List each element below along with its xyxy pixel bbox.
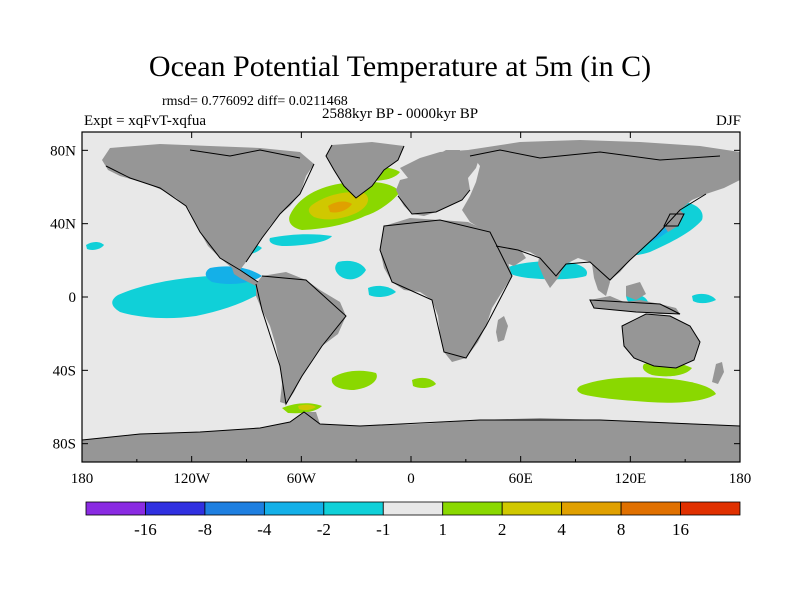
y-tick-label: 80S	[53, 437, 76, 453]
land-greenland	[326, 142, 404, 198]
x-tick-label: 180	[729, 471, 752, 487]
colorbar: -16 -8 -4 -2 -1 1 2 4 8 16	[85, 501, 741, 539]
colorbar-swatch	[204, 501, 265, 516]
north-pacific-cool-anomaly	[86, 242, 104, 250]
colorbar-swatch	[263, 501, 325, 516]
coastline-east-america	[245, 163, 315, 263]
colorbar-swatch	[145, 501, 206, 516]
land-south-america	[256, 272, 346, 404]
land-scandinavia	[428, 150, 460, 186]
coastline-europe	[397, 189, 471, 215]
y-axis: 80N 40N 0 40S 80S	[50, 143, 740, 453]
land-australia	[622, 314, 700, 368]
colorbar-label: 8	[617, 520, 626, 539]
coastline-indonesia	[589, 299, 681, 315]
coastline-asia	[495, 193, 707, 281]
period-label: 2588kyr BP - 0000kyr BP	[322, 106, 479, 122]
land-north-america	[102, 144, 314, 270]
colorbar-swatch	[323, 501, 384, 516]
x-tick-label: 180	[71, 471, 94, 487]
colorbar-label: -8	[198, 520, 212, 539]
coastline-japan	[663, 213, 685, 227]
gulf-stream-cool-anomaly	[269, 234, 332, 246]
colorbar-swatch	[501, 501, 563, 516]
experiment-label: Expt = xqFvT-xqfua	[84, 113, 207, 129]
colorbar-label: -16	[134, 520, 157, 539]
coastline-australia	[621, 313, 701, 369]
x-tick-label: 60W	[287, 471, 317, 487]
equatorial-atlantic-cool-anomaly	[335, 260, 366, 280]
coastline-arctic	[189, 149, 721, 161]
colorbar-swatch	[620, 501, 681, 516]
colorbar-label: -1	[376, 520, 390, 539]
land-madagascar	[496, 316, 508, 342]
x-tick-label: 0	[407, 471, 415, 487]
season-label: DJF	[715, 113, 741, 129]
land-borneo	[626, 282, 646, 300]
land-new-zealand	[712, 362, 724, 384]
x-axis: 180 120W 60W 0 60E 120E 180	[71, 132, 752, 487]
north-atlantic-peak-anomaly	[328, 201, 352, 213]
colorbar-swatch	[442, 501, 503, 516]
coastline-north-america	[105, 165, 259, 283]
indian-sector-warm-anomaly	[577, 377, 716, 403]
land-antarctica	[82, 412, 740, 462]
land-india	[538, 250, 566, 288]
colorbar-swatch	[85, 501, 146, 516]
y-tick-label: 40N	[50, 217, 76, 233]
eastern-pacific-cool-anomaly	[112, 275, 268, 319]
land-layer	[82, 140, 740, 462]
land-asia	[462, 140, 740, 280]
colorbar-label: 1	[438, 520, 447, 539]
coastline-antarctica	[82, 411, 740, 441]
west-pacific-cool-anomaly	[692, 293, 716, 304]
land-british-isles	[396, 178, 412, 198]
land-central-america	[232, 268, 258, 286]
x-tick-label: 120E	[614, 471, 646, 487]
gulf-of-guinea-cool-anomaly	[368, 285, 396, 297]
coastline-africa	[379, 219, 513, 359]
land-arabia	[490, 236, 526, 266]
chart-title: Ocean Potential Temperature at 5m (in C)	[148, 50, 652, 83]
colorbar-label: 16	[672, 520, 689, 539]
colorbar-label: 2	[498, 520, 507, 539]
x-tick-label: 120W	[173, 471, 211, 487]
colorbar-swatch	[561, 501, 622, 516]
colorbar-swatch	[382, 501, 444, 516]
y-tick-label: 80N	[50, 143, 76, 159]
south-atlantic-east-warm-anomaly	[412, 377, 436, 389]
y-tick-label: 40S	[53, 363, 76, 379]
chart-subtitle: rmsd= 0.776092 diff= 0.0211468	[162, 94, 348, 109]
south-atlantic-warm-anomaly	[331, 370, 377, 390]
antarctic-peninsula-strong-warm-anomaly	[298, 404, 316, 411]
colorbar-label: 4	[557, 520, 566, 539]
coastline-layer	[82, 144, 740, 441]
coastline-greenland	[325, 144, 405, 199]
land-africa	[380, 218, 512, 362]
y-tick-label: 0	[69, 290, 77, 306]
colorbar-label: -4	[257, 520, 272, 539]
colorbar-swatch	[680, 501, 741, 516]
x-tick-label: 60E	[509, 471, 533, 487]
coastline-south-america	[255, 275, 347, 406]
colorbar-label: -2	[317, 520, 331, 539]
land-southeast-asia	[592, 264, 610, 296]
